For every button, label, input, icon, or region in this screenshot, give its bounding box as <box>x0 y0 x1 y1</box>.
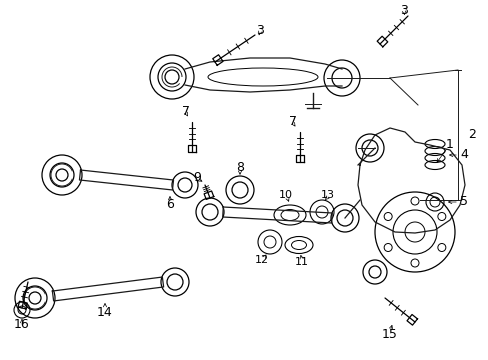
Text: 14: 14 <box>97 306 113 319</box>
Text: 7: 7 <box>288 116 296 129</box>
Text: 6: 6 <box>166 198 174 211</box>
Text: 11: 11 <box>294 257 308 267</box>
Text: 1: 1 <box>445 139 453 152</box>
Text: 4: 4 <box>459 148 467 162</box>
Text: 3: 3 <box>399 4 407 17</box>
Text: 9: 9 <box>193 171 201 184</box>
Text: 15: 15 <box>381 328 397 342</box>
Text: 5: 5 <box>459 195 467 208</box>
Text: 2: 2 <box>467 129 475 141</box>
Text: 3: 3 <box>256 23 264 36</box>
Text: 16: 16 <box>14 319 30 332</box>
Text: 12: 12 <box>254 255 268 265</box>
Text: 13: 13 <box>320 190 334 200</box>
Text: 8: 8 <box>236 162 244 175</box>
Text: 7: 7 <box>182 105 190 118</box>
Text: 10: 10 <box>279 190 292 200</box>
